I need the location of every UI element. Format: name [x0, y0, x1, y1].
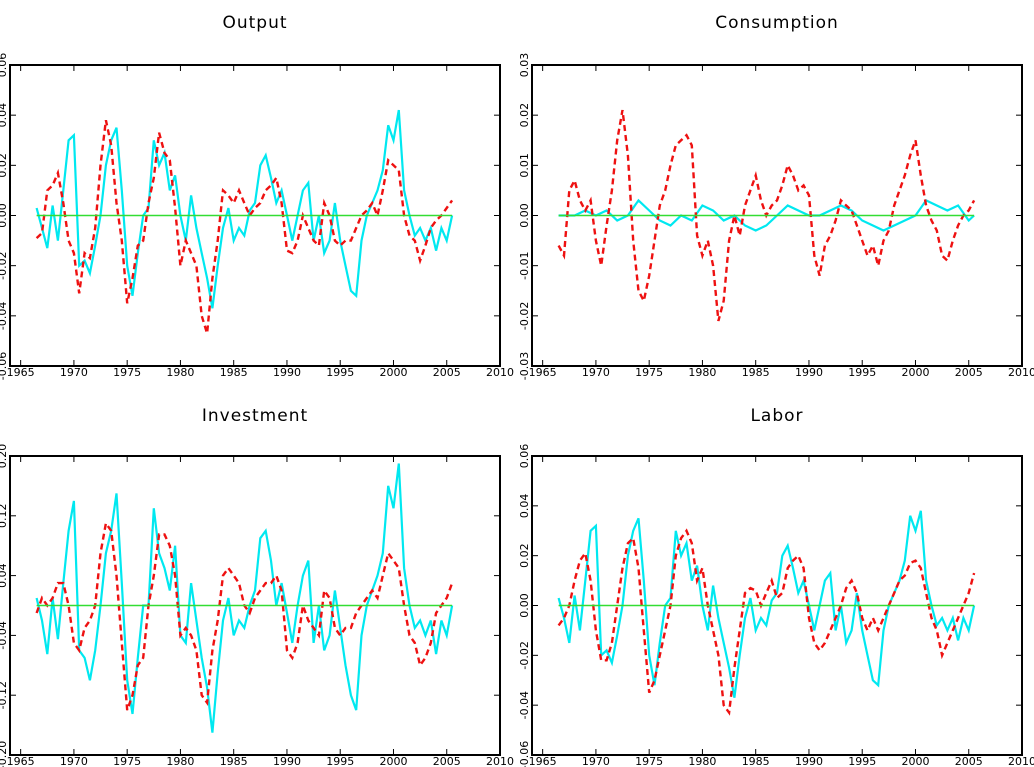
- y-tick-label: 0.06: [518, 444, 531, 469]
- panel-title: Consumption: [715, 13, 839, 33]
- x-tick-label: 2010: [486, 755, 514, 767]
- x-tick-label: 2010: [486, 366, 514, 379]
- x-tick-label: 1995: [326, 755, 354, 767]
- y-tick-label: -0.02: [518, 302, 531, 330]
- x-tick-label: 1985: [742, 755, 770, 767]
- x-tick-label: 1990: [795, 366, 823, 379]
- y-tick-label: 0.03: [518, 53, 531, 78]
- y-tick-label: 0.02: [518, 543, 531, 568]
- x-tick-label: 1970: [60, 366, 88, 379]
- x-tick-label: 2010: [1008, 366, 1034, 379]
- x-tick-label: 1975: [113, 755, 141, 767]
- y-tick-label: -0.12: [0, 681, 9, 709]
- panel-3: Labor 1965 1970 1975 1980 1985 1990 1995 2000 200…: [518, 406, 1034, 767]
- x-tick-label: 1995: [848, 366, 876, 379]
- series-line-dashed: [35, 119, 454, 334]
- x-tick-label: 1975: [635, 755, 663, 767]
- y-tick-label: 0.06: [0, 53, 9, 78]
- y-tick-label: -0.20: [0, 741, 9, 767]
- x-tick-label: 1985: [220, 366, 248, 379]
- x-tick-label: 1965: [529, 755, 557, 767]
- x-tick-label: 2000: [379, 755, 407, 767]
- panel-title: Labor: [750, 406, 803, 426]
- x-tick-label: 1990: [273, 755, 301, 767]
- y-tick-label: -0.04: [0, 302, 9, 330]
- y-tick-label: 0.04: [0, 563, 9, 588]
- x-tick-label: 1990: [273, 366, 301, 379]
- panel-title: Output: [222, 13, 287, 33]
- x-tick-label: 1980: [166, 755, 194, 767]
- y-tick-label: -0.01: [518, 251, 531, 279]
- x-tick-label: 1985: [220, 755, 248, 767]
- series-line-solid: [35, 463, 454, 733]
- y-tick-label: -0.02: [0, 251, 9, 279]
- y-tick-label: 0.04: [0, 103, 9, 128]
- series-line-solid: [558, 198, 975, 232]
- panel-title: Investment: [202, 406, 308, 426]
- panel-2: Investment 1965 1970 1975 1980 1985 1990 1995 20…: [0, 406, 514, 767]
- y-tick-label: 0.04: [518, 494, 531, 519]
- y-tick-label: -0.06: [518, 741, 531, 767]
- x-tick-label: 2000: [901, 366, 929, 379]
- y-tick-label: -0.04: [0, 621, 9, 649]
- x-tick-label: 2000: [901, 755, 929, 767]
- y-tick-label: 0.12: [0, 504, 9, 529]
- y-tick-label: -0.06: [0, 352, 9, 380]
- x-tick-label: 1975: [113, 366, 141, 379]
- panel-0: Output 1965 1970 1975 1980 1985 1990 1995 2000 20…: [0, 13, 514, 380]
- x-tick-label: 1965: [529, 366, 557, 379]
- x-tick-label: 1985: [742, 366, 770, 379]
- y-tick-label: 0.01: [518, 153, 531, 178]
- x-tick-label: 1980: [166, 366, 194, 379]
- x-tick-label: 1980: [688, 366, 716, 379]
- x-tick-label: 1980: [688, 755, 716, 767]
- series-line-solid: [557, 510, 976, 698]
- x-tick-label: 1975: [635, 366, 663, 379]
- series-line-dashed: [557, 528, 976, 716]
- series-line-solid: [35, 109, 454, 309]
- x-tick-label: 2000: [379, 366, 407, 379]
- y-tick-label: 0.00: [518, 593, 531, 618]
- x-tick-label: 1970: [582, 755, 610, 767]
- x-tick-label: 1995: [848, 755, 876, 767]
- x-tick-label: 2005: [433, 755, 461, 767]
- y-tick-label: -0.04: [518, 691, 531, 719]
- y-tick-label: 0.00: [518, 203, 531, 228]
- x-tick-label: 1965: [7, 755, 35, 767]
- x-tick-label: 2005: [955, 755, 983, 767]
- x-tick-label: 1970: [582, 366, 610, 379]
- x-tick-label: 1970: [60, 755, 88, 767]
- y-tick-label: 0.02: [518, 103, 531, 128]
- y-tick-label: 0.20: [0, 444, 9, 469]
- x-tick-label: 2005: [433, 366, 461, 379]
- y-tick-label: -0.03: [518, 352, 531, 380]
- y-tick-label: 0.02: [0, 153, 9, 178]
- x-tick-label: 2010: [1008, 755, 1034, 767]
- panel-1: Consumption 1965 1970 1975 1980 1985 1990 1995 2…: [518, 13, 1034, 380]
- x-tick-label: 1995: [326, 366, 354, 379]
- y-tick-label: -0.02: [518, 641, 531, 669]
- x-tick-label: 1965: [7, 366, 35, 379]
- x-tick-label: 2005: [955, 366, 983, 379]
- x-tick-label: 1990: [795, 755, 823, 767]
- plot-frame: [9, 455, 501, 756]
- y-tick-label: 0.00: [0, 203, 9, 228]
